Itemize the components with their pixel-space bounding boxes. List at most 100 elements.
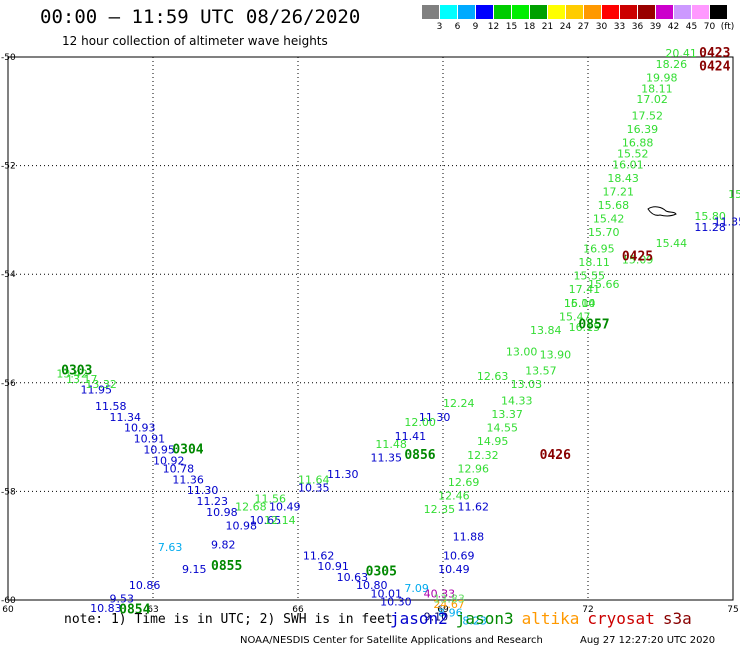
pass-time-label: 0305 bbox=[366, 565, 397, 580]
wave-height-label: 18.43 bbox=[607, 172, 639, 185]
pass-time-label: 0425 bbox=[622, 250, 653, 265]
pass-time-label: 0857 bbox=[578, 318, 609, 333]
wave-height-label: 13.57 bbox=[525, 365, 557, 378]
satellite-legend: jason2 jason3 altika cryosat s3a bbox=[390, 609, 700, 628]
legend-swatch bbox=[620, 5, 637, 19]
wave-height-label: 15.42 bbox=[593, 213, 625, 226]
wave-height-label: 12.63 bbox=[477, 370, 509, 383]
wave-height-label: 19.98 bbox=[646, 71, 678, 84]
wave-height-label: 10.01 bbox=[371, 587, 403, 600]
y-tick-label: -50 bbox=[1, 53, 16, 63]
wave-height-label: 12.24 bbox=[443, 397, 475, 410]
wave-height-label: 13.84 bbox=[530, 324, 562, 337]
wave-height-label: 24.67 bbox=[433, 598, 465, 611]
wave-height-label: 18.11 bbox=[578, 256, 610, 269]
legend-label: 24 bbox=[559, 22, 572, 32]
legend-swatch bbox=[566, 5, 583, 19]
x-tick-label: 72 bbox=[582, 605, 593, 615]
y-tick-label: -58 bbox=[1, 487, 16, 497]
plot-frame bbox=[7, 56, 734, 601]
wave-height-label: 18.11 bbox=[641, 82, 673, 95]
pass-time-label: 0303 bbox=[61, 364, 92, 379]
wave-height-label: 12.68 bbox=[235, 500, 267, 513]
wave-height-label: 10.95 bbox=[143, 443, 175, 456]
satellite-name: s3a bbox=[662, 609, 692, 628]
wave-height-label: 9.10 bbox=[424, 611, 449, 624]
wave-height-label: 17.52 bbox=[632, 109, 664, 122]
wave-height-label: 12.46 bbox=[438, 490, 470, 503]
y-tick-label: -54 bbox=[1, 270, 16, 280]
wave-height-label: 10.91 bbox=[134, 433, 166, 446]
wave-height-label: 11.58 bbox=[95, 400, 127, 413]
wave-height-label: 11.62 bbox=[458, 500, 490, 513]
wave-height-label: 15.47 bbox=[559, 310, 591, 323]
wave-height-label: 16.39 bbox=[627, 123, 659, 136]
wave-height-label: 12.14 bbox=[264, 514, 296, 527]
legend-label: 42 bbox=[667, 22, 680, 32]
wave-height-label: 18.26 bbox=[656, 58, 688, 71]
wave-height-label: 17.02 bbox=[636, 93, 668, 106]
legend-label: 12 bbox=[487, 22, 500, 32]
legend-swatch bbox=[674, 5, 691, 19]
wave-height-label: 17.41 bbox=[569, 283, 601, 296]
wave-height-label: 10.92 bbox=[153, 454, 185, 467]
wave-height-label: 15.68 bbox=[598, 199, 630, 212]
wave-height-label: 11.88 bbox=[453, 530, 485, 543]
wave-height-label: 10.49 bbox=[269, 500, 301, 513]
legend-label: 36 bbox=[631, 22, 644, 32]
wave-height-label: 12.35 bbox=[424, 503, 456, 516]
y-tick-label: -52 bbox=[1, 162, 16, 172]
pass-time-label: 0424 bbox=[699, 60, 730, 75]
wave-height-label: 8.23 bbox=[462, 614, 487, 627]
legend-label: 45 bbox=[685, 22, 698, 32]
wave-height-label: 14.33 bbox=[501, 395, 533, 408]
wave-height-label: 15.55 bbox=[574, 270, 606, 283]
wave-height-label: 11.64 bbox=[298, 473, 330, 486]
legend-label: 33 bbox=[613, 22, 626, 32]
wave-height-label: 11.62 bbox=[303, 549, 335, 562]
legend-swatch bbox=[512, 5, 529, 19]
wave-height-label: 17.21 bbox=[603, 185, 635, 198]
timestamp: Aug 27 12:27:20 UTC 2020 bbox=[580, 635, 716, 646]
legend-label: 18 bbox=[523, 22, 536, 32]
wave-height-label: 10.65 bbox=[250, 514, 282, 527]
pass-time-label: 0854 bbox=[119, 603, 150, 618]
wave-height-label: 10.86 bbox=[129, 579, 161, 592]
legend-swatch bbox=[692, 5, 709, 19]
wave-height-label: 11.95 bbox=[81, 384, 113, 397]
island-outline bbox=[647, 206, 677, 217]
wave-height-label: 9.15 bbox=[182, 563, 207, 576]
wave-height-label: 11.34 bbox=[110, 411, 142, 424]
wave-height-label: 12.00 bbox=[404, 416, 436, 429]
wave-height-label: 11.41 bbox=[395, 430, 427, 443]
wave-height-label: 15.52 bbox=[617, 147, 649, 160]
x-tick-label: 60 bbox=[2, 605, 14, 615]
wave-height-label: 11.23 bbox=[197, 495, 229, 508]
wave-height-label: 10.30 bbox=[380, 595, 412, 608]
wave-height-label: 11.56 bbox=[255, 492, 287, 505]
wave-height-label: 10.83 bbox=[90, 602, 122, 615]
satellite-name: cryosat bbox=[587, 609, 655, 628]
wave-height-label: 13.37 bbox=[491, 408, 523, 421]
wave-height-label: 10.91 bbox=[317, 560, 349, 573]
legend-label: 15 bbox=[505, 22, 518, 32]
y-tick-label: -60 bbox=[1, 596, 16, 606]
wave-height-label: 14.95 bbox=[477, 435, 509, 448]
wave-height-label: 11.30 bbox=[419, 411, 451, 424]
wave-height-label: 10.69 bbox=[443, 549, 475, 562]
wave-height-label: 15.66 bbox=[588, 278, 620, 291]
legend-label: 39 bbox=[649, 22, 662, 32]
y-tick-label: -56 bbox=[1, 379, 16, 389]
wave-height-label: 12.32 bbox=[467, 449, 499, 462]
legend-label: 6 bbox=[454, 22, 461, 32]
wave-height-label: 15.12 bbox=[728, 188, 740, 201]
wave-height-label: 14.55 bbox=[487, 422, 519, 435]
wave-height-label: 10.78 bbox=[163, 462, 195, 475]
wave-height-label: 10.98 bbox=[206, 506, 238, 519]
wave-height-label: 9.82 bbox=[211, 538, 236, 551]
wave-height-label: 10.63 bbox=[337, 571, 369, 584]
pass-time-label: 0855 bbox=[211, 559, 242, 574]
page-subtitle: 12 hour collection of altimeter wave hei… bbox=[62, 34, 328, 48]
pass-time-label: 0423 bbox=[699, 46, 730, 61]
